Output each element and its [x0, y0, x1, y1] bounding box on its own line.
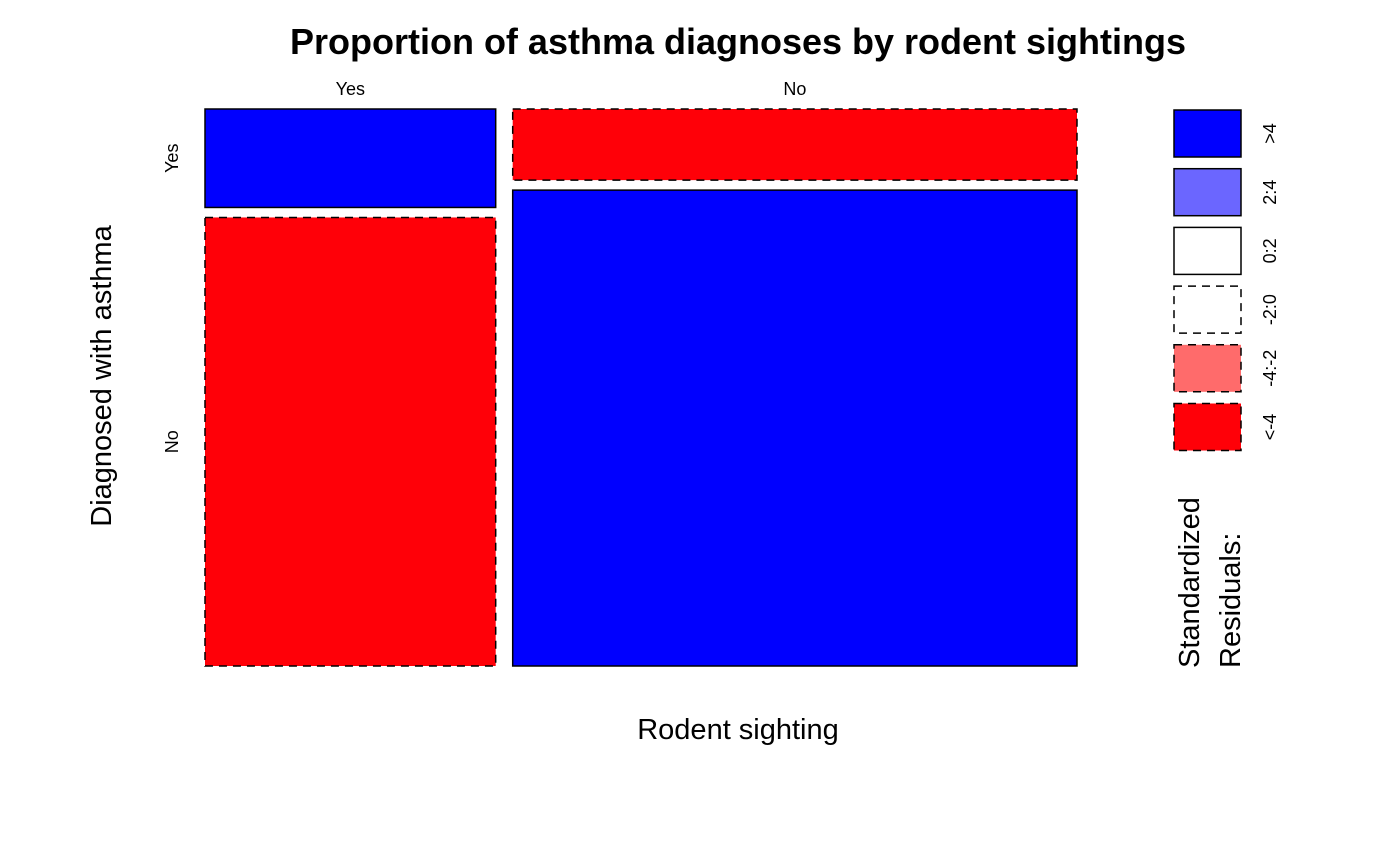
legend-swatch — [1173, 226, 1242, 276]
mosaic-cell — [204, 216, 497, 667]
legend-label: 0:2 — [1260, 238, 1280, 263]
legend-label: -4:-2 — [1260, 350, 1280, 387]
legend-swatch — [1173, 402, 1242, 452]
legend-swatch — [1173, 285, 1242, 334]
legend-label: <-4 — [1260, 414, 1280, 441]
x-axis-label: Rodent sighting — [637, 714, 839, 746]
mosaic-plot-area: Yes Yes No No — [162, 79, 1078, 667]
x-tick-label: No — [783, 79, 806, 99]
y-tick-label: Yes — [162, 144, 182, 173]
legend: >4 2:4 0:2 -2:0 -4:-2 <-4 Standardized Residual… — [1173, 109, 1280, 668]
legend-label: >4 — [1260, 123, 1280, 144]
mosaic-cell — [511, 108, 1078, 181]
legend-label: 2:4 — [1260, 180, 1280, 205]
legend-swatch — [1173, 167, 1242, 217]
legend-swatch — [1173, 109, 1242, 158]
legend-title: Standardized — [1174, 497, 1206, 668]
chart-title: Proportion of asthma diagnoses by rodent… — [290, 21, 1186, 62]
y-tick-label: No — [162, 430, 182, 453]
mosaic-cell — [511, 189, 1078, 667]
legend-title: Residuals: — [1215, 533, 1247, 668]
y-axis-label: Diagnosed with asthma — [86, 224, 118, 526]
legend-swatch — [1173, 344, 1242, 393]
legend-label: -2:0 — [1260, 294, 1280, 325]
mosaic-cell — [204, 108, 497, 209]
x-tick-label: Yes — [336, 79, 365, 99]
